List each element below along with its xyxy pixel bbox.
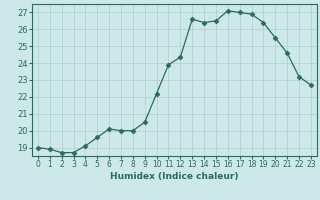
X-axis label: Humidex (Indice chaleur): Humidex (Indice chaleur)	[110, 172, 239, 181]
